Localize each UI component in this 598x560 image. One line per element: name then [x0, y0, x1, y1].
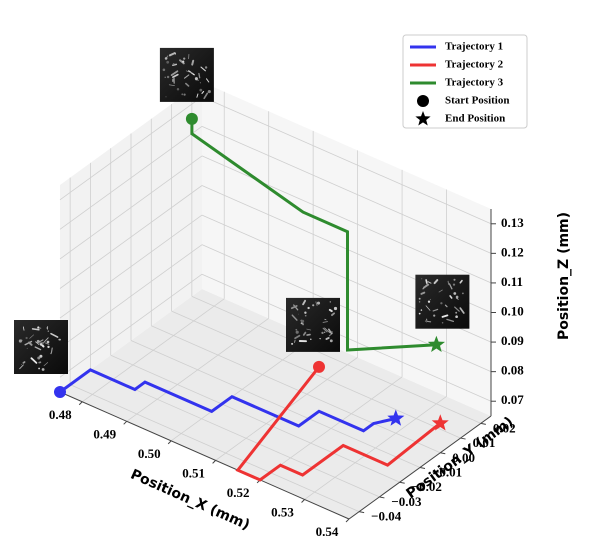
y-tick: [399, 481, 405, 484]
y-tick: [480, 422, 486, 425]
trajectory-2-end-point: [431, 414, 449, 431]
y-tick: [359, 511, 365, 514]
grid-line-z: [59, 155, 203, 260]
grid-line-z: [201, 125, 492, 254]
grid-line-y: [151, 325, 441, 454]
y-tick: [440, 452, 446, 455]
grid-line-y: [130, 340, 421, 468]
legend: Trajectory 1 Trajectory 2 Trajectory 3 Star…: [402, 34, 528, 129]
grid-line-z: [201, 155, 492, 284]
y-tick: [419, 467, 426, 469]
z-tick-label: 0.08: [501, 363, 524, 378]
y-tick: [379, 496, 385, 499]
grid-line-y: [110, 354, 400, 483]
grid-line-z: [59, 244, 203, 348]
tick-labels: 0.480.490.500.510.520.530.54−0.04−0.03−0…: [49, 215, 524, 539]
y-tick-label: −0.03: [391, 494, 422, 509]
legend-marker-end-position: [415, 111, 431, 126]
x-tick: [123, 420, 128, 425]
y-tick-label: 0.00: [452, 450, 475, 465]
z-tick-label: 0.09: [501, 333, 524, 348]
y-tick-label: 0.02: [493, 420, 516, 435]
z-tick-label: 0.12: [501, 244, 524, 259]
grid-line-y: [171, 310, 461, 439]
legend-label-trajectory-1: Trajectory 1: [445, 41, 503, 53]
legend-label-trajectory-3: Trajectory 3: [445, 77, 504, 89]
trajectory-3-end-point: [427, 335, 445, 352]
x-tick-label: 0.51: [182, 465, 205, 480]
legend-label-end-position: End Position: [445, 113, 505, 125]
grid-line-z: [59, 185, 203, 289]
grid-line-z: [59, 96, 203, 201]
trajectory-1-line: [59, 368, 397, 433]
y-tick-label: −0.02: [412, 479, 442, 494]
z-tick-label: 0.07: [501, 392, 524, 407]
x-tick-label: 0.54: [316, 524, 339, 539]
trajectory-2-line: [235, 365, 442, 482]
trajectory-1-end-point: [387, 409, 405, 426]
legend-label-trajectory-2: Trajectory 2: [445, 59, 504, 71]
x-tick-label: 0.49: [93, 426, 116, 441]
x-tick-label: 0.48: [49, 407, 72, 422]
ultrasound-thumbnails: [14, 47, 470, 374]
trajectory-3-start-point: [185, 112, 198, 125]
grid-line-y: [191, 295, 482, 424]
trajectory-2-start-image: [286, 297, 340, 352]
x-tick: [345, 518, 350, 523]
x-tick-label: 0.52: [227, 485, 250, 500]
grid-line-z: [59, 214, 203, 319]
legend-label-start-position: Start Position: [445, 95, 509, 107]
x-tick-label: 0.53: [271, 504, 294, 519]
grid-line-y: [90, 369, 380, 498]
trajectory-2-start-point: [313, 360, 325, 373]
y-tick-label: 0.01: [473, 435, 496, 450]
grid-line-z: [201, 96, 492, 225]
grid-line-y: [69, 384, 360, 513]
trajectory-3-start-image: [159, 47, 214, 102]
trajectory-series: [54, 112, 449, 482]
x-tick-label: 0.50: [138, 446, 161, 461]
z-axis-label: Position_Z (mm): [556, 212, 572, 340]
y-tick-label: −0.01: [432, 464, 462, 479]
grid-line-z: [59, 126, 203, 230]
end-position-image: [415, 274, 470, 329]
z-tick-label: 0.11: [501, 274, 523, 289]
x-tick: [167, 440, 172, 445]
grid-lines: [59, 89, 492, 520]
z-tick-label: 0.10: [501, 303, 524, 318]
trajectory-1-start-point: [54, 386, 66, 398]
legend-marker-start-position: [417, 95, 429, 107]
trajectory-3-line: [190, 118, 437, 352]
trajectory-1-start-image: [14, 320, 68, 374]
grid-line-z: [59, 273, 203, 378]
z-tick-label: 0.13: [501, 215, 524, 230]
x-tick: [301, 499, 305, 503]
x-axis-line: [59, 391, 350, 520]
y-tick-label: −0.04: [371, 509, 402, 524]
x-tick: [212, 460, 216, 464]
y-tick: [460, 437, 466, 440]
x-tick: [78, 401, 83, 406]
legend-frame: [402, 34, 528, 129]
